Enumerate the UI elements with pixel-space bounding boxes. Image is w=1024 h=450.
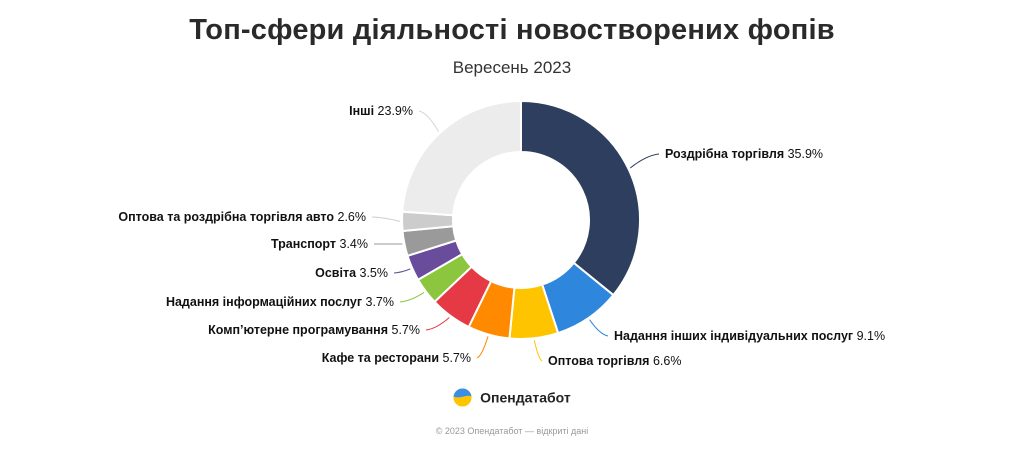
- slice-label-name: Надання інформаційних послуг: [166, 295, 362, 309]
- leader-line-2: [533, 340, 543, 362]
- leader-line-3: [476, 336, 489, 359]
- slice-label-3: Кафе та ресторани 5.7%: [322, 351, 471, 365]
- slice-label-5: Надання інформаційних послуг 3.7%: [166, 295, 394, 309]
- opendatabot-logo-icon: [453, 388, 472, 407]
- brand: Опендатабот: [0, 388, 1024, 407]
- slice-label-value: 3.4%: [336, 237, 368, 251]
- slice-label-name: Надання інших індивідуальних послуг: [614, 329, 853, 343]
- leader-line-9: [418, 110, 439, 132]
- leader-line-5: [399, 292, 425, 303]
- slice-label-value: 6.6%: [649, 354, 681, 368]
- slice-label-1: Надання інших індивідуальних послуг 9.1%: [614, 329, 885, 343]
- slice-9: [401, 100, 522, 217]
- slice-label-name: Кафе та ресторани: [322, 351, 439, 365]
- slice-0: [520, 100, 641, 297]
- slice-label-name: Інші: [349, 104, 374, 118]
- slice-label-value: 23.9%: [374, 104, 413, 118]
- slice-label-0: Роздрібна торгівля 35.9%: [665, 147, 823, 161]
- slice-label-name: Оптова торгівля: [548, 354, 649, 368]
- leader-line-4: [425, 317, 450, 331]
- slice-label-4: Комп’ютерне програмування 5.7%: [208, 323, 420, 337]
- footer-copyright: © 2023 Опендатабот — відкриті дані: [435, 426, 589, 436]
- slice-label-name: Транспорт: [271, 237, 336, 251]
- slice-label-2: Оптова торгівля 6.6%: [548, 354, 681, 368]
- leader-line-0: [629, 153, 660, 169]
- slice-label-name: Роздрібна торгівля: [665, 147, 784, 161]
- leader-line-6: [393, 268, 411, 274]
- slice-label-value: 35.9%: [784, 147, 823, 161]
- slice-label-value: 5.7%: [439, 351, 471, 365]
- slice-label-value: 5.7%: [388, 323, 420, 337]
- leader-line-1: [589, 319, 609, 337]
- brand-name: Опендатабот: [480, 389, 571, 406]
- slice-label-value: 2.6%: [334, 210, 366, 224]
- slice-label-value: 3.7%: [362, 295, 394, 309]
- slice-label-name: Освіта: [315, 266, 357, 280]
- donut-slices: [401, 100, 641, 340]
- chart-subtitle: Вересень 2023: [452, 58, 572, 77]
- slice-label-9: Інші 23.9%: [349, 104, 413, 118]
- slice-label-7: Транспорт 3.4%: [271, 237, 368, 251]
- slice-label-name: Комп’ютерне програмування: [208, 323, 388, 337]
- slice-label-6: Освіта 3.5%: [315, 266, 388, 280]
- slice-label-8: Оптова та роздрібна торгівля авто 2.6%: [118, 210, 366, 224]
- chart-title: Топ-сфери діяльності новостворених фопів: [189, 14, 835, 46]
- slice-label-name: Оптова та роздрібна торгівля авто: [118, 210, 334, 224]
- leader-lines: [371, 110, 660, 362]
- slice-labels: Роздрібна торгівля 35.9% Надання інших ін…: [118, 104, 885, 368]
- slice-label-value: 9.1%: [853, 329, 885, 343]
- leader-line-8: [371, 216, 401, 222]
- slice-label-value: 3.5%: [356, 266, 388, 280]
